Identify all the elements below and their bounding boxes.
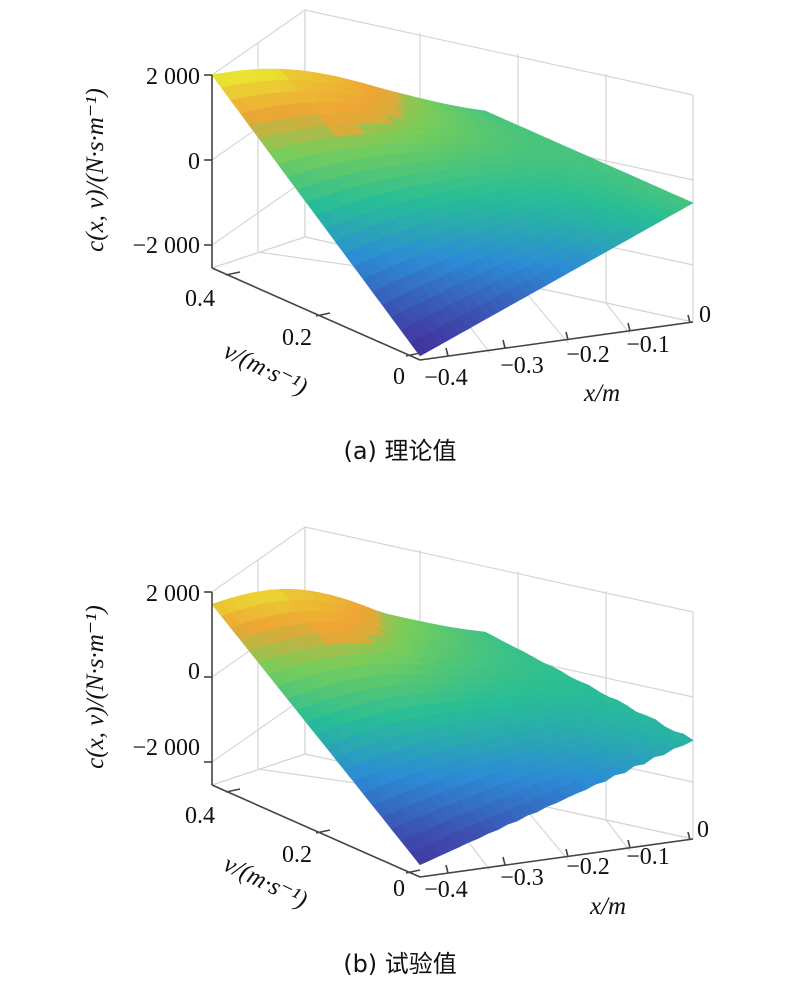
panel-a-x-tick: −0.2 bbox=[566, 342, 610, 368]
panel-b: 2 000 0 −2 000 0.4 0.2 0 −0.4 −0.3 −0.2 … bbox=[82, 525, 709, 978]
panel-a-surface bbox=[211, 68, 694, 357]
panel-b-v-tick: 0.4 bbox=[185, 803, 215, 829]
panel-b-z-tick: −2 000 bbox=[132, 735, 200, 761]
panel-a-v-tick: 0 bbox=[393, 364, 405, 390]
panel-b-axes bbox=[204, 591, 694, 878]
panel-b-z-tick: 2 000 bbox=[146, 581, 200, 607]
panel-b-v-tick: 0.2 bbox=[282, 842, 312, 868]
panel-b-x-tick: −0.2 bbox=[566, 854, 610, 880]
panel-a-z-tick: 0 bbox=[188, 149, 200, 175]
panel-a-z-tick: 2 000 bbox=[146, 64, 200, 90]
panel-a-x-tick: −0.3 bbox=[500, 353, 544, 379]
panel-a: 2 000 0 −2 000 0.4 0.2 0 −0.4 −0.3 −0.2 … bbox=[82, 8, 711, 465]
panel-b-caption: (b) 试验值 bbox=[343, 950, 457, 978]
panel-a-v-tick: 0.4 bbox=[185, 286, 215, 312]
panel-a-x-tick: −0.4 bbox=[424, 365, 468, 391]
panel-a-x-tick: −0.1 bbox=[626, 332, 670, 358]
panel-b-x-tick: 0 bbox=[697, 817, 709, 843]
panel-b-v-tick: 0 bbox=[393, 876, 405, 902]
panel-b-x-tick: −0.3 bbox=[500, 865, 544, 891]
panel-a-x-label: x/m bbox=[583, 380, 620, 407]
panel-a-x-tick: 0 bbox=[699, 302, 711, 328]
panel-b-surface bbox=[211, 588, 694, 866]
panel-b-z-label: c(x, v)/(N·s·m⁻¹) bbox=[82, 605, 109, 769]
surface-patch bbox=[673, 198, 694, 209]
panel-a-z-tick: −2 000 bbox=[132, 233, 200, 259]
panel-a-caption: (a) 理论值 bbox=[343, 437, 456, 465]
panel-b-x-tick: −0.4 bbox=[424, 877, 468, 903]
panel-a-v-tick: 0.2 bbox=[282, 325, 312, 351]
surface-patch bbox=[673, 733, 694, 746]
panel-b-x-tick: −0.1 bbox=[626, 844, 670, 870]
panel-a-z-label: c(x, v)/(N·s·m⁻¹) bbox=[82, 88, 109, 252]
panel-a-axes bbox=[204, 74, 694, 361]
panel-b-x-label: x/m bbox=[589, 893, 626, 920]
panel-b-z-tick: 0 bbox=[188, 659, 200, 685]
